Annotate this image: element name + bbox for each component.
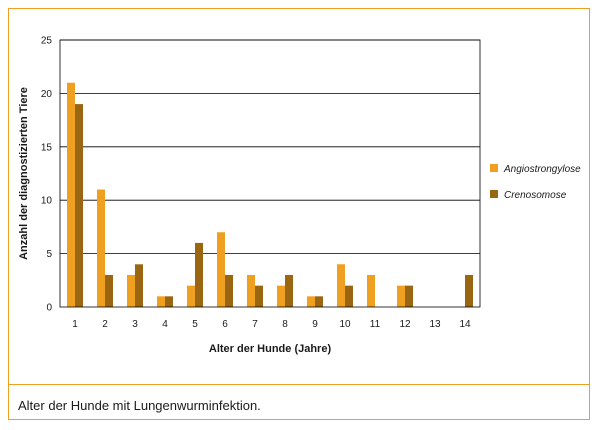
bar-crenosomose-4: [165, 296, 173, 307]
bar-crenosomose-9: [315, 296, 323, 307]
bar-angiostrongylose-1: [67, 82, 75, 307]
caption-divider: [8, 384, 590, 385]
y-axis-title: Anzahl der diagnostizierten Tiere: [18, 87, 30, 260]
bar-crenosomose-2: [105, 274, 113, 307]
bar-angiostrongylose-2: [97, 189, 105, 307]
bar-angiostrongylose-11: [367, 274, 375, 307]
x-tick-label: 12: [399, 319, 411, 330]
x-tick-label: 13: [429, 319, 441, 330]
bar-crenosomose-7: [255, 285, 263, 307]
x-tick-label: 4: [162, 319, 168, 330]
x-tick-label: 3: [132, 319, 138, 330]
bar-angiostrongylose-5: [187, 285, 195, 307]
x-tick-label: 7: [252, 319, 258, 330]
x-axis-title: Alter der Hunde (Jahre): [209, 343, 332, 355]
bars: [67, 82, 473, 307]
x-tick-label: 11: [370, 319, 381, 330]
bar-angiostrongylose-7: [247, 274, 255, 307]
bar-crenosomose-3: [135, 264, 143, 307]
bar-crenosomose-5: [195, 242, 203, 307]
x-tick-label: 1: [72, 319, 78, 330]
bar-crenosomose-6: [225, 274, 233, 307]
x-tick-label: 9: [312, 319, 318, 330]
bar-angiostrongylose-4: [157, 296, 165, 307]
bar-crenosomose-10: [345, 285, 353, 307]
legend: Angiostrongylose Crenosomose: [490, 164, 581, 201]
bar-crenosomose-14: [465, 274, 473, 307]
legend-swatch-crenosomose: [490, 190, 498, 198]
bar-angiostrongylose-8: [277, 285, 285, 307]
x-tick-label: 10: [339, 319, 351, 330]
bar-angiostrongylose-6: [217, 232, 225, 307]
legend-label-angiostrongylose: Angiostrongylose: [503, 164, 581, 175]
x-tick-label: 14: [459, 319, 471, 330]
bar-angiostrongylose-9: [307, 296, 315, 307]
y-tick-label: 15: [41, 142, 53, 153]
x-tick-label: 6: [222, 319, 228, 330]
figure-frame: [8, 8, 590, 420]
y-tick-label: 5: [46, 249, 52, 260]
grid-lines: [60, 39, 480, 255]
bar-angiostrongylose-3: [127, 274, 135, 307]
bar-crenosomose-1: [75, 104, 83, 307]
x-tick-label: 8: [282, 319, 288, 330]
bar-angiostrongylose-10: [337, 264, 345, 307]
y-tick-label: 25: [41, 36, 53, 47]
y-tick-label: 20: [41, 89, 53, 100]
axes: [59, 39, 481, 308]
bar-crenosomose-12: [405, 285, 413, 307]
plot-border: [59, 39, 481, 308]
bar-angiostrongylose-12: [397, 285, 405, 307]
figure-caption: Alter der Hunde mit Lungenwurminfektion.: [18, 398, 261, 413]
legend-swatch-angiostrongylose: [490, 164, 498, 172]
x-tick-label: 5: [192, 319, 198, 330]
y-tick-label: 10: [41, 196, 53, 207]
bar-crenosomose-8: [285, 274, 293, 307]
x-tick-label: 2: [102, 319, 108, 330]
y-tick-label: 0: [46, 303, 52, 314]
legend-label-crenosomose: Crenosomose: [504, 190, 567, 201]
